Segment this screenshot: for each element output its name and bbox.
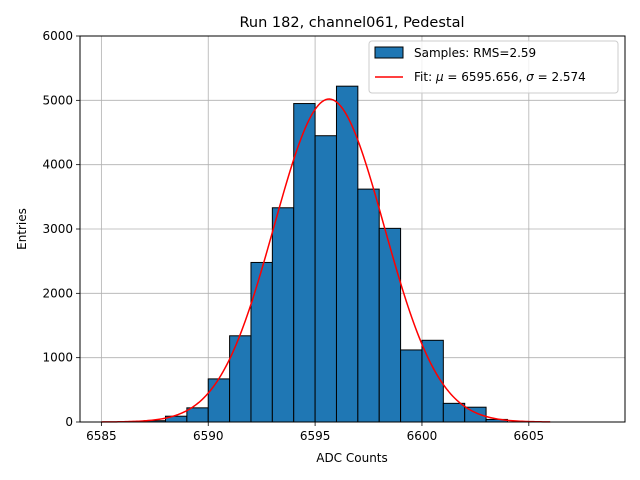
y-tick-label: 0 bbox=[65, 415, 73, 429]
legend-label-fit: Fit: μ = 6595.656, σ = 2.574 bbox=[414, 70, 586, 84]
x-axis-ticks: 6585 6590 6595 6600 6605 bbox=[86, 422, 544, 443]
legend: Samples: RMS=2.59 Fit: μ = 6595.656, σ =… bbox=[368, 40, 619, 94]
chart-title: Run 182, channel061, Pedestal bbox=[239, 15, 464, 31]
legend-fit-prefix: Fit: bbox=[414, 70, 436, 84]
x-axis-label: ADC Counts bbox=[316, 451, 388, 465]
histogram-bar bbox=[207, 378, 231, 423]
y-axis-label: Entries bbox=[15, 208, 29, 250]
legend-fit-mid: = 6595.656, bbox=[444, 70, 527, 84]
x-tick-label: 6600 bbox=[407, 429, 438, 443]
plot-area bbox=[79, 35, 626, 423]
x-tick-label: 6605 bbox=[514, 429, 545, 443]
histogram-bars bbox=[143, 85, 508, 423]
legend-fit-mu: μ bbox=[435, 70, 444, 84]
histogram-bar bbox=[357, 188, 380, 423]
histogram-bar bbox=[186, 407, 209, 423]
histogram-bar bbox=[335, 85, 359, 423]
y-tick-label: 3000 bbox=[42, 222, 73, 236]
histogram-bar bbox=[378, 227, 402, 423]
y-tick-label: 1000 bbox=[42, 351, 73, 365]
histogram-bar bbox=[250, 261, 273, 423]
fit-curve bbox=[101, 98, 551, 423]
legend-fit-sigma: σ bbox=[526, 70, 534, 84]
legend-swatch-samples bbox=[374, 46, 404, 59]
histogram-bar bbox=[442, 402, 466, 423]
y-tick-label: 5000 bbox=[42, 93, 73, 107]
histogram-bar bbox=[229, 335, 252, 423]
legend-label-samples: Samples: RMS=2.59 bbox=[414, 46, 536, 60]
x-tick-label: 6595 bbox=[300, 429, 331, 443]
y-tick-label: 2000 bbox=[42, 286, 73, 300]
histogram-bar bbox=[271, 207, 295, 423]
y-tick-label: 4000 bbox=[42, 158, 73, 172]
histogram-bar bbox=[314, 135, 337, 423]
y-tick-label: 6000 bbox=[42, 29, 73, 43]
legend-box bbox=[368, 40, 619, 94]
histogram-bar bbox=[400, 349, 423, 423]
x-tick-label: 6585 bbox=[86, 429, 117, 443]
legend-fit-suffix: = 2.574 bbox=[534, 70, 586, 84]
y-axis-ticks: 0 1000 2000 3000 4000 5000 6000 bbox=[42, 29, 80, 429]
x-tick-label: 6590 bbox=[193, 429, 224, 443]
